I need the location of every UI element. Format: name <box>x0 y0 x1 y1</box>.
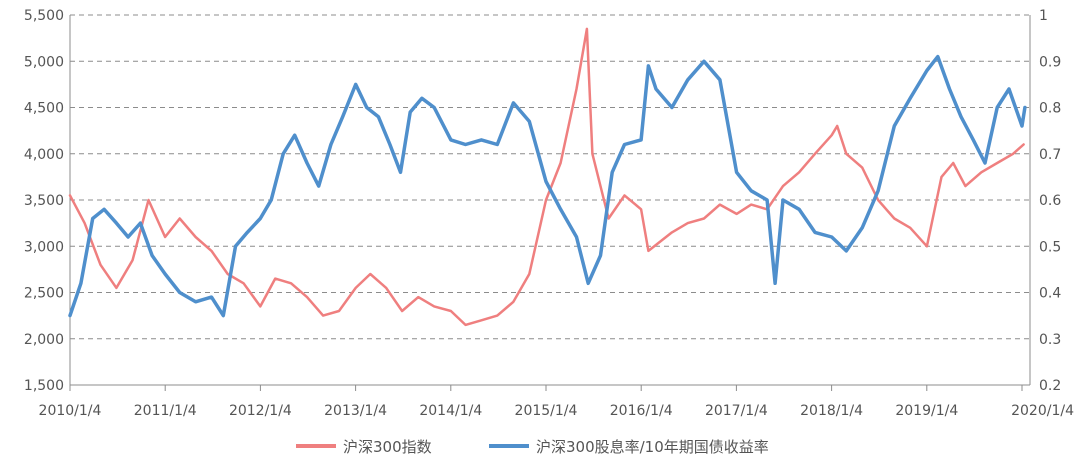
legend: 沪深300指数 沪深300股息率/10年期国债收益率 <box>296 438 769 456</box>
right-tick-label: 0.4 <box>1039 286 1061 302</box>
x-tick-label: 2012/1/4 <box>229 403 292 419</box>
x-tick-label: 2010/1/4 <box>39 403 102 419</box>
series-line-1 <box>68 27 1025 327</box>
right-axis-ticks: 0.2 0.3 0.4 0.5 0.6 0.7 0.8 0.9 1 <box>1039 8 1061 394</box>
right-tick-label: 1 <box>1039 8 1048 24</box>
right-tick-label: 0.5 <box>1039 239 1061 255</box>
right-tick-label: 0.9 <box>1039 54 1061 70</box>
legend-label-2: 沪深300股息率/10年期国债收益率 <box>536 438 769 456</box>
x-axis-ticks: 2010/1/4 2011/1/4 2012/1/4 2013/1/4 2014/1/4… <box>39 385 1074 419</box>
left-tick-label: 4,000 <box>24 147 64 163</box>
left-tick-label: 1,500 <box>24 378 64 394</box>
right-tick-label: 0.8 <box>1039 101 1061 117</box>
right-tick-label: 0.7 <box>1039 147 1061 163</box>
x-tick-label: 2019/1/4 <box>895 403 958 419</box>
left-tick-label: 2,000 <box>24 332 64 348</box>
x-tick-label: 2017/1/4 <box>705 403 768 419</box>
left-tick-label: 3,000 <box>24 239 64 255</box>
right-tick-label: 0.2 <box>1039 378 1061 394</box>
axes <box>69 15 1031 386</box>
x-tick-label: 2015/1/4 <box>515 403 578 419</box>
x-tick-label: 2020/1/4 <box>1011 403 1074 419</box>
x-tick-label: 2018/1/4 <box>800 403 863 419</box>
legend-label-1: 沪深300指数 <box>343 438 432 456</box>
left-tick-label: 2,500 <box>24 286 64 302</box>
right-tick-label: 0.6 <box>1039 193 1061 209</box>
series-line-2 <box>68 54 1027 318</box>
right-tick-label: 0.3 <box>1039 332 1061 348</box>
left-tick-label: 5,000 <box>24 54 64 70</box>
x-tick-label: 2013/1/4 <box>324 403 387 419</box>
series-group <box>68 27 1027 327</box>
x-tick-label: 2011/1/4 <box>134 403 197 419</box>
x-tick-label: 2016/1/4 <box>610 403 673 419</box>
left-axis-ticks: 1,500 2,000 2,500 3,000 3,500 4,000 4,500 5,000… <box>24 8 64 394</box>
left-tick-label: 5,500 <box>24 8 64 24</box>
left-tick-label: 4,500 <box>24 101 64 117</box>
x-tick-label: 2014/1/4 <box>419 403 482 419</box>
grid-lines <box>70 14 1030 340</box>
left-tick-label: 3,500 <box>24 193 64 209</box>
